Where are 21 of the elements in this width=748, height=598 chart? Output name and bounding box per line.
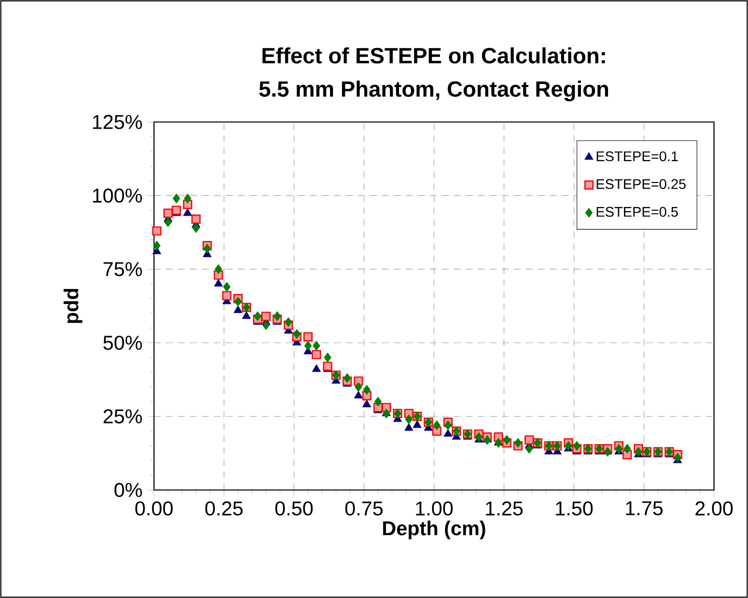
x-tick-label: 1.25: [486, 501, 523, 516]
y-tick-label: 75%: [104, 262, 142, 276]
y-axis-title: pdd: [64, 288, 82, 323]
x-tick-label: 0.25: [205, 501, 243, 516]
x-tick-label: 1.00: [416, 501, 453, 516]
y-tick-label: 100%: [93, 188, 142, 203]
y-tick-label: 50%: [103, 336, 142, 350]
x-axis-title: Depth (cm): [383, 520, 486, 540]
x-tick-label: 1.50: [556, 501, 593, 516]
x-tick-label: 0.50: [275, 501, 313, 516]
x-tick-label: 0.75: [345, 501, 383, 516]
x-tick-label: 2.00: [696, 501, 733, 516]
x-tick-label: 1.75: [626, 501, 663, 516]
y-tick-label: 0%: [114, 482, 142, 498]
legend-label: ESTEPE=0.1: [596, 151, 678, 162]
chart-title: Effect of ESTEPE on Calculation: 5.5 mm Phantom, Contact Region: [259, 47, 608, 102]
y-tick-label: 25%: [104, 409, 142, 424]
legend-label: ESTEPE=0.25: [596, 179, 686, 190]
legend-label: ESTEPE=0.5: [596, 206, 678, 217]
y-tick-label: 125%: [93, 114, 142, 130]
x-tick-label: 0.00: [135, 501, 173, 516]
